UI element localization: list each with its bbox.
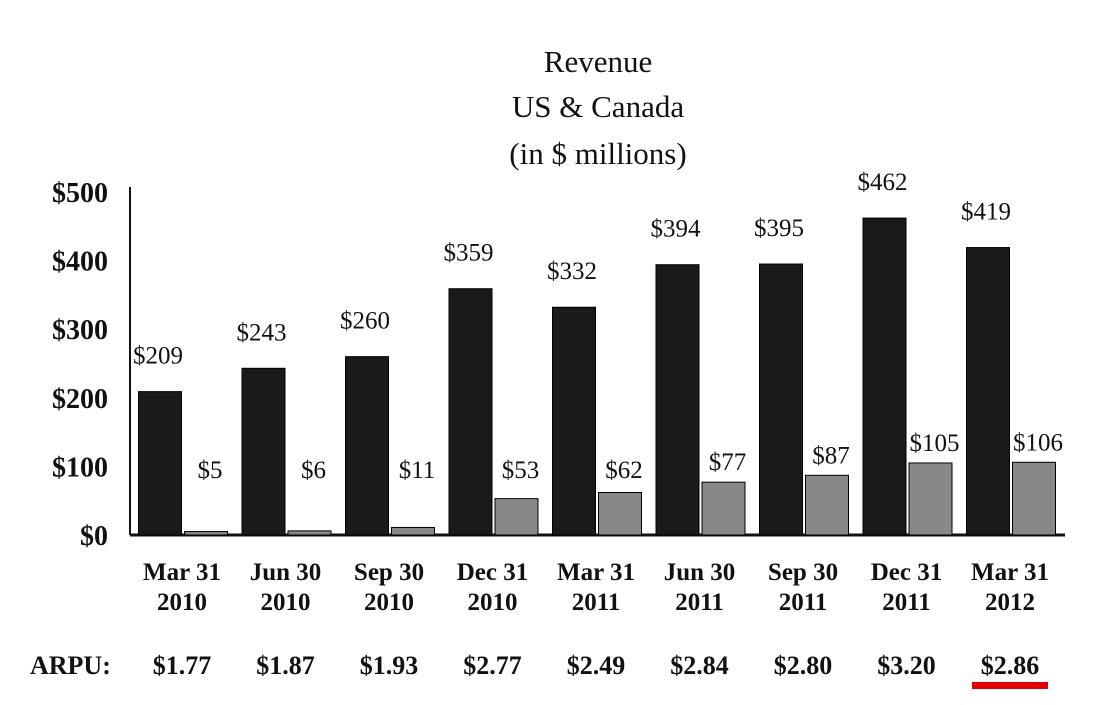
bar-series-1 [966,247,1010,536]
bar-series-2 [287,530,332,536]
arpu-value: $1.93 [360,651,419,680]
bar-series-2 [598,491,642,536]
data-label: $419 [961,199,1011,226]
y-tick-label: $0 [80,521,108,552]
data-label: $87 [812,442,850,469]
x-tick-label-line-2: 2011 [675,589,724,616]
arpu-value: $2.80 [774,651,833,680]
arpu-value: $1.77 [153,651,212,680]
data-label: $11 [399,457,436,484]
arpu-highlight-underline [972,682,1048,689]
arpu-label: ARPU: [30,651,111,680]
x-tick-label-line-1: Mar 31 [971,559,1049,586]
arpu-value: $1.87 [256,651,315,680]
y-tick-label: $400 [52,247,108,278]
bar-series-1 [448,288,493,536]
x-tick-label-line-2: 2010 [468,589,518,616]
data-label: $359 [444,240,494,267]
x-tick-label-line-2: 2012 [985,589,1035,616]
bar-series-2 [184,531,228,536]
y-tick-label: $300 [52,315,108,346]
chart-title-line-1: Revenue [544,44,652,79]
x-tick-label-line-1: Jun 30 [250,559,322,586]
x-tick-label-line-1: Dec 31 [457,559,529,586]
y-tick-label: $100 [52,452,108,483]
bar-series-2 [908,462,953,536]
data-label: $106 [1013,429,1063,456]
bar-series-2 [701,481,746,536]
x-tick-label-line-2: 2010 [261,589,311,616]
bar-series-2 [1012,461,1056,536]
x-tick-label-line-2: 2011 [882,589,931,616]
data-label: $62 [605,457,643,484]
data-label: $243 [237,319,287,346]
data-label: $462 [858,169,908,196]
bar-series-1 [138,391,182,536]
data-label: $53 [502,457,540,484]
arpu-value: $2.84 [670,651,729,680]
bar-series-2 [494,498,539,536]
y-tick-label: $200 [52,384,108,415]
bar-series-1 [862,217,907,536]
x-tick-label-line-1: Mar 31 [557,559,635,586]
bar-series-1 [241,367,286,536]
bar-series-2 [805,474,849,536]
x-tick-label-line-2: 2010 [157,589,207,616]
arpu-value: $2.77 [463,651,522,680]
y-tick-label: $500 [52,178,108,209]
x-tick-label-line-1: Sep 30 [354,559,424,586]
arpu-value: $2.86 [981,651,1040,680]
arpu-value: $2.49 [567,651,626,680]
bar-series-1 [655,264,700,536]
bar-series-1 [552,306,596,536]
data-label: $260 [340,308,390,335]
data-label: $332 [547,258,597,285]
x-tick-label-line-2: 2010 [364,589,414,616]
bar-series-2 [391,526,435,536]
chart-title-line-3: (in $ millions) [509,136,686,171]
data-label: $77 [709,449,747,476]
bar-series-1 [759,263,803,536]
data-label: $6 [301,457,326,484]
x-tick-label-line-1: Dec 31 [871,559,943,586]
data-label: $395 [754,215,804,242]
x-tick-label-line-1: Mar 31 [143,559,221,586]
chart-title-line-2: US & Canada [512,89,684,124]
data-label: $105 [910,430,960,457]
data-label: $209 [133,343,183,370]
data-label: $5 [198,457,223,484]
x-tick-label-line-2: 2011 [572,589,621,616]
arpu-value: $3.20 [877,651,936,680]
x-tick-label-line-2: 2011 [779,589,828,616]
data-label: $394 [651,216,702,243]
bar-series-1 [345,356,389,536]
x-tick-label-line-1: Sep 30 [768,559,838,586]
x-tick-label-line-1: Jun 30 [664,559,736,586]
